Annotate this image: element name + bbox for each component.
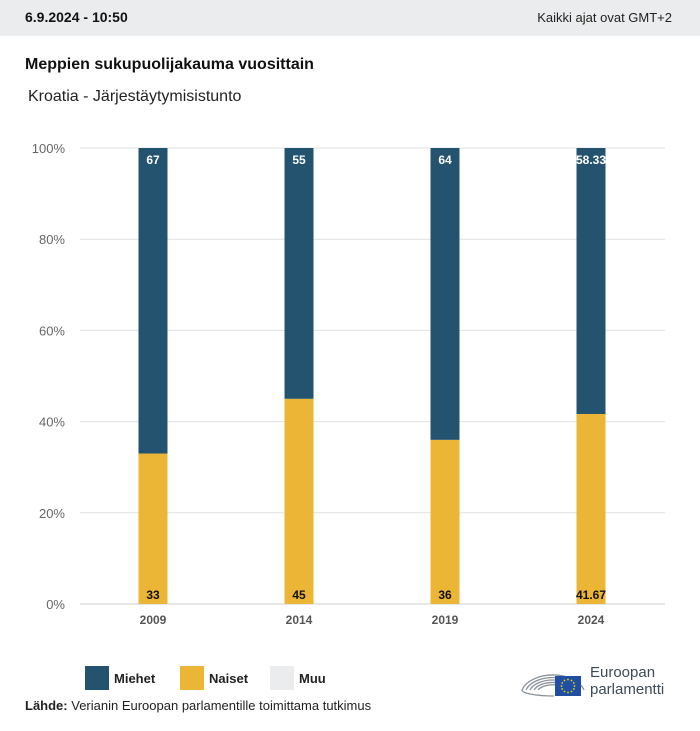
bar-miehet (576, 148, 606, 414)
y-tick-label: 0% (46, 597, 65, 612)
logo-line-1: Euroopan (590, 664, 656, 681)
data-label-miehet: 67 (146, 153, 160, 167)
legend-label: Naiset (209, 671, 249, 686)
y-tick-label: 40% (39, 415, 65, 430)
legend-swatch-naiset (180, 666, 204, 690)
x-tick-label: 2019 (432, 613, 459, 627)
data-label-naiset: 36 (438, 588, 452, 602)
x-tick-label: 2009 (140, 613, 167, 627)
y-tick-label: 60% (39, 323, 65, 338)
data-label-miehet: 58.33 (576, 153, 606, 167)
chart-title: Meppien sukupuolijakauma vuosittain (25, 56, 314, 73)
data-label-miehet: 55 (292, 153, 306, 167)
bar-naiset (430, 439, 460, 604)
eu-flag-icon (555, 676, 581, 696)
x-tick-label: 2014 (286, 613, 313, 627)
y-tick-label: 20% (39, 506, 65, 521)
timezone-note: Kaikki ajat ovat GMT+2 (537, 10, 672, 25)
datetime: 6.9.2024 - 10:50 (25, 9, 128, 25)
legend-swatch-miehet (85, 666, 109, 690)
logo-line-2: parlamentti (590, 681, 665, 698)
bar-naiset (284, 398, 314, 604)
legend-label: Miehet (114, 671, 156, 686)
bar-naiset (138, 453, 168, 604)
source-note: Lähde: Verianin Euroopan parlamentille t… (25, 698, 371, 713)
top-bar: 6.9.2024 - 10:50 Kaikki ajat ovat GMT+2 (0, 0, 700, 36)
source-text: Verianin Euroopan parlamentille toimitta… (67, 698, 372, 713)
bar-miehet (138, 148, 168, 454)
parliament-hemicycle-icon (521, 674, 585, 697)
data-label-naiset: 45 (292, 588, 306, 602)
chart-subtitle: Kroatia - Järjestäytymisistunto (28, 88, 242, 105)
legend-swatch-muu (270, 666, 294, 690)
legend-label: Muu (299, 671, 326, 686)
source-label: Lähde: (25, 698, 68, 713)
bar-miehet (430, 148, 460, 440)
stacked-bar-chart: 0% 20% 40% 60% 80% 100% 67 33 2009 55 45 2014 64 36 20… (32, 141, 665, 627)
european-parliament-logo: Euroopan parlamentti (518, 660, 688, 702)
data-label-miehet: 64 (438, 153, 452, 167)
data-label-naiset: 33 (146, 588, 160, 602)
bar-naiset (576, 413, 606, 604)
y-tick-label: 100% (32, 141, 66, 156)
x-tick-label: 2024 (578, 613, 605, 627)
y-tick-label: 80% (39, 232, 65, 247)
bar-miehet (284, 148, 314, 399)
data-label-naiset: 41.67 (576, 588, 606, 602)
